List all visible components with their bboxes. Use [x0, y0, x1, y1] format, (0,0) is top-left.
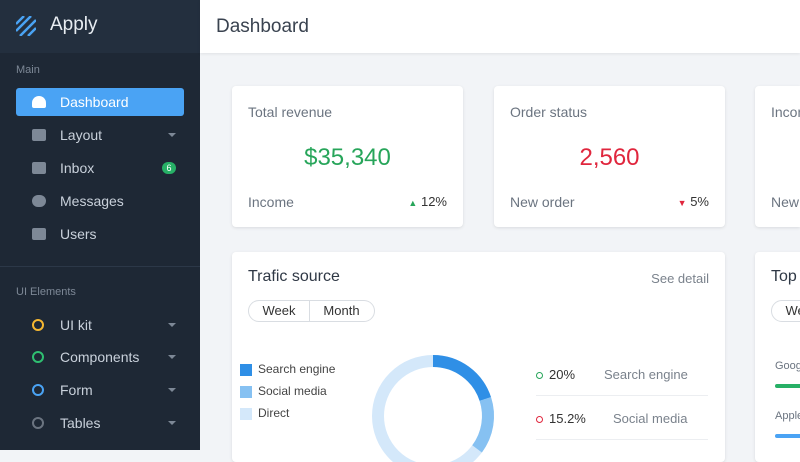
swatch — [240, 364, 252, 376]
caret — [168, 388, 176, 392]
card-title: Trafic source — [248, 268, 340, 285]
divider — [0, 266, 200, 267]
legend-item: Direct — [240, 406, 290, 420]
icon — [32, 162, 46, 174]
swatch — [240, 408, 252, 420]
stat-name: Search engine — [604, 367, 688, 382]
stat-row: 20% Search engine — [536, 367, 688, 382]
tab[interactable]: Week — [248, 300, 310, 322]
link[interactable]: See detail — [651, 271, 709, 286]
item-label: Google — [775, 360, 800, 372]
icon — [32, 129, 46, 141]
percent: 15.2% — [549, 411, 586, 426]
nav-label: Users — [60, 226, 97, 242]
up-arrow: ▲ — [408, 198, 418, 208]
caret — [168, 323, 176, 327]
legend-item: Social media — [240, 384, 327, 398]
sidebar: Apply Main Dashboard Layout Inbox 6 Messa… — [0, 0, 200, 450]
card-title: Order status — [510, 104, 588, 120]
stat-card: Order status 2,560 New order ▼ 5% — [494, 86, 725, 227]
card-label: New — [771, 194, 800, 210]
legend-label: Direct — [258, 406, 290, 420]
stat-card: Income New — [755, 86, 800, 227]
nav-item[interactable]: Tables — [16, 409, 184, 437]
card-label: New order — [510, 194, 575, 210]
legend-label: Search engine — [258, 362, 336, 376]
stat-name: Social media — [613, 411, 688, 426]
dot — [536, 416, 543, 423]
nav-label: UI kit — [60, 317, 92, 333]
change-value: 12% — [420, 194, 447, 209]
caret — [168, 133, 176, 137]
icon — [32, 384, 44, 396]
stat-card: Total revenue $35,340 Income ▲ 12% — [232, 86, 463, 227]
icon — [32, 228, 46, 240]
legend-label: Social media — [258, 384, 327, 398]
nav-label: Dashboard — [60, 94, 129, 110]
donut-chart — [372, 355, 494, 462]
icon — [32, 96, 46, 108]
card-value: 2,560 — [579, 144, 640, 171]
traffic-card: Trafic source See detail Week Month Sear… — [232, 252, 725, 462]
progress — [775, 384, 800, 388]
card-value: $35,340 — [304, 144, 391, 171]
icon — [32, 319, 44, 331]
nav-item[interactable]: Layout — [16, 121, 184, 149]
icon — [32, 351, 44, 363]
brand-name: Apply — [50, 14, 98, 35]
divider — [536, 395, 708, 396]
nav-item[interactable]: Form — [16, 376, 184, 404]
icon — [32, 417, 44, 429]
page-title: Dashboard — [216, 16, 309, 37]
change-value: 5% — [690, 194, 709, 209]
top-card: Top Week Google Apple — [755, 252, 800, 462]
nav-label: Inbox — [60, 160, 95, 176]
nav-item[interactable]: Inbox 6 — [16, 154, 184, 182]
card-title: Top — [771, 268, 797, 285]
nav-item[interactable]: UI kit — [16, 311, 184, 339]
icon — [32, 195, 46, 207]
section-label: Main — [16, 64, 40, 76]
tab[interactable]: Month — [309, 300, 375, 322]
logo — [16, 16, 36, 36]
card-change: ▲ 12% — [408, 194, 447, 209]
card-label: Income — [248, 194, 294, 210]
badge: 6 — [162, 162, 176, 174]
caret — [168, 421, 176, 425]
percent: 20% — [549, 367, 576, 382]
nav-label: Components — [60, 349, 140, 365]
swatch — [240, 386, 252, 398]
caret — [168, 355, 176, 359]
nav-label: Tables — [60, 415, 101, 431]
nav-item[interactable]: Components — [16, 343, 184, 371]
nav-item[interactable]: Users — [16, 220, 184, 248]
nav-label: Layout — [60, 127, 103, 143]
item-label: Apple — [775, 410, 800, 422]
stat-row: 15.2% Social media — [536, 411, 687, 426]
brand-bar: Apply — [0, 0, 200, 53]
legend-item: Search engine — [240, 362, 336, 376]
progress — [775, 434, 800, 438]
header: Dashboard — [200, 0, 800, 53]
nav-item[interactable]: Messages — [16, 187, 184, 215]
down-arrow: ▼ — [677, 198, 687, 208]
tab[interactable]: Week — [771, 300, 800, 322]
card-title: Total revenue — [248, 104, 333, 120]
card-change: ▼ 5% — [678, 194, 709, 209]
nav-label: Form — [60, 382, 93, 398]
dot — [536, 372, 543, 379]
nav-item[interactable]: Dashboard — [16, 88, 184, 116]
donut-segment — [472, 397, 494, 453]
divider — [536, 439, 708, 440]
card-title: Income — [771, 104, 800, 120]
donut-segment — [432, 355, 492, 402]
nav-label: Messages — [60, 193, 124, 209]
section-label: UI Elements — [16, 286, 76, 298]
